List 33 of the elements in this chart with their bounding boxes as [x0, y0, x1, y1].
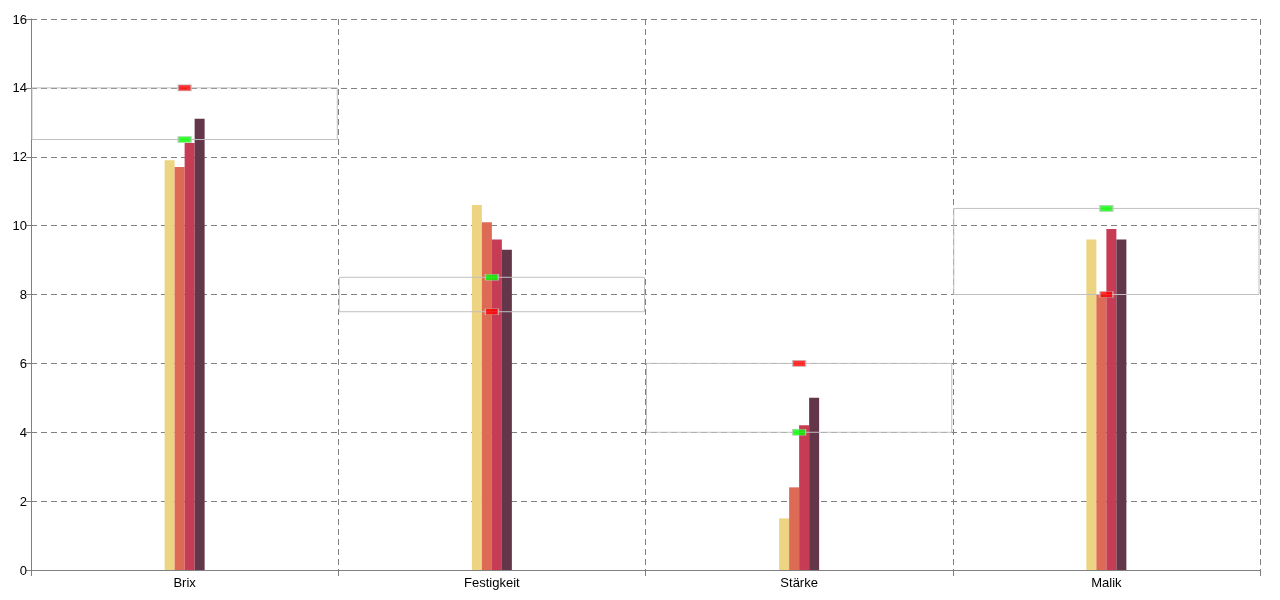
y-tick-label: 0 [19, 562, 27, 578]
bar [184, 142, 195, 570]
bar [481, 222, 492, 570]
x-tick-label: Malik [1091, 575, 1123, 590]
bar [1106, 229, 1117, 570]
bar [1096, 294, 1107, 570]
bar [491, 239, 502, 570]
bar [1116, 239, 1127, 570]
x-tick-label: Stärke [780, 575, 818, 590]
y-tick-label: 14 [12, 80, 27, 96]
bar [31, 87, 338, 141]
x-tick-label: Brix [173, 575, 197, 590]
bar [501, 249, 512, 570]
y-tick-label: 12 [12, 149, 27, 165]
x-tick-label: Festigkeit [464, 575, 521, 590]
bar [779, 518, 790, 570]
y-tick-label: 6 [19, 355, 27, 371]
bar [174, 167, 185, 570]
bar [164, 160, 175, 570]
y-tick-label: 4 [19, 424, 27, 440]
bar [194, 118, 205, 570]
y-tick-label: 10 [12, 218, 27, 234]
bar [953, 207, 1260, 295]
bar [789, 487, 800, 570]
y-tick-label: 8 [19, 287, 27, 302]
bar [471, 204, 482, 570]
y-tick-label: 2 [19, 493, 27, 509]
bar [1086, 239, 1097, 570]
y-tick-label: 16 [12, 11, 27, 27]
bar [338, 276, 645, 313]
bar [809, 397, 820, 570]
bar [799, 425, 810, 570]
bar [646, 362, 953, 433]
